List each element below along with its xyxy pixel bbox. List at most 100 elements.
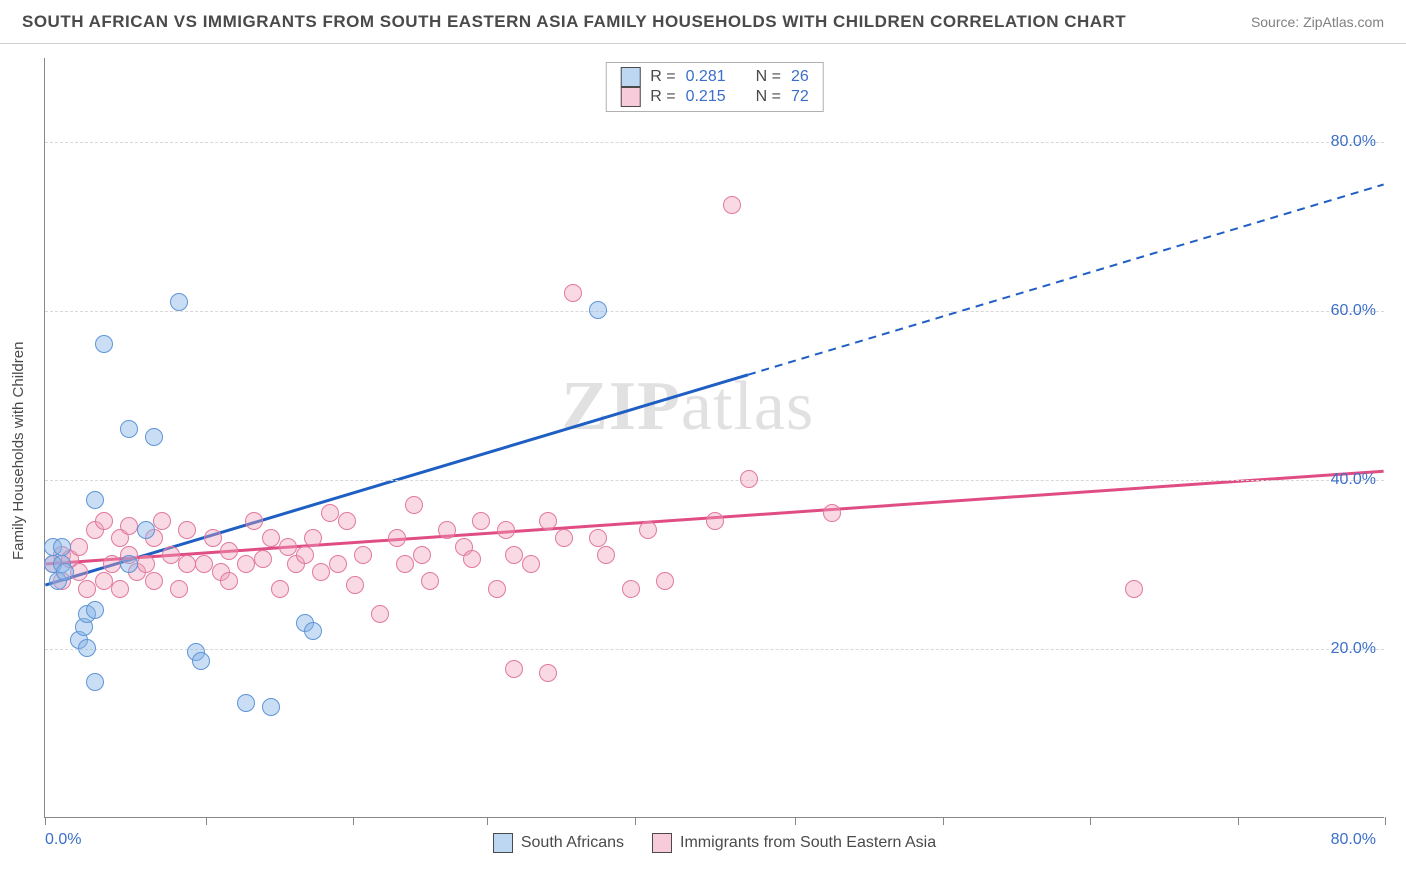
data-point [723, 196, 741, 214]
data-point [271, 580, 289, 598]
data-point [86, 673, 104, 691]
data-point [204, 529, 222, 547]
data-point [405, 496, 423, 514]
data-point [338, 512, 356, 530]
data-point [706, 512, 724, 530]
data-point [220, 542, 238, 560]
x-tick [1238, 817, 1239, 825]
legend-item-blue: South Africans [493, 833, 624, 853]
legend-row-pink: R = 0.215 N = 72 [620, 87, 809, 107]
x-tick [45, 817, 46, 825]
data-point [95, 572, 113, 590]
data-point [237, 694, 255, 712]
data-point [371, 605, 389, 623]
data-point [396, 555, 414, 573]
data-point [245, 512, 263, 530]
data-point [656, 572, 674, 590]
data-point [421, 572, 439, 590]
data-point [304, 622, 322, 640]
legend-item-pink: Immigrants from South Eastern Asia [652, 833, 936, 853]
data-point [95, 512, 113, 530]
x-tick [1385, 817, 1386, 825]
data-point [505, 660, 523, 678]
data-point [220, 572, 238, 590]
data-point [497, 521, 515, 539]
y-axis-label: Family Households with Children [10, 342, 27, 560]
x-tick [353, 817, 354, 825]
data-point [111, 580, 129, 598]
data-point [438, 521, 456, 539]
data-point [522, 555, 540, 573]
r-value-pink: 0.215 [686, 88, 726, 106]
data-point [170, 580, 188, 598]
data-point [463, 550, 481, 568]
swatch-blue-icon [493, 833, 513, 853]
n-value-pink: 72 [791, 88, 809, 106]
data-point [262, 529, 280, 547]
data-point [555, 529, 573, 547]
data-point [178, 521, 196, 539]
data-point [237, 555, 255, 573]
correlation-legend: R = 0.281 N = 26 R = 0.215 N = 72 [605, 62, 824, 112]
x-tick [487, 817, 488, 825]
data-point [279, 538, 297, 556]
y-tick-label: 60.0% [1331, 302, 1376, 320]
data-point [53, 538, 71, 556]
data-point [539, 512, 557, 530]
data-point [312, 563, 330, 581]
data-point [145, 572, 163, 590]
x-tick [795, 817, 796, 825]
r-label: R = [650, 88, 675, 106]
chart-source: Source: ZipAtlas.com [1251, 14, 1384, 30]
series-legend: South Africans Immigrants from South Eas… [45, 833, 1384, 853]
data-point [120, 517, 138, 535]
data-point [388, 529, 406, 547]
data-point [488, 580, 506, 598]
data-point [589, 301, 607, 319]
x-tick [1090, 817, 1091, 825]
watermark-suffix: atlas [681, 368, 814, 445]
grid-line [45, 142, 1384, 143]
data-point [304, 529, 322, 547]
data-point [103, 555, 121, 573]
data-point [95, 335, 113, 353]
y-tick-label: 40.0% [1331, 471, 1376, 489]
data-point [823, 504, 841, 522]
data-point [639, 521, 657, 539]
data-point [622, 580, 640, 598]
swatch-blue-icon [620, 67, 640, 87]
grid-line [45, 311, 1384, 312]
data-point [321, 504, 339, 522]
x-tick [943, 817, 944, 825]
legend-label-blue: South Africans [521, 834, 624, 851]
grid-line [45, 649, 1384, 650]
watermark: ZIPatlas [561, 367, 814, 447]
n-label: N = [756, 88, 781, 106]
scatter-plot-area: ZIPatlas R = 0.281 N = 26 R = 0.215 N = … [44, 58, 1384, 818]
data-point [589, 529, 607, 547]
data-point [1125, 580, 1143, 598]
n-value-blue: 26 [791, 68, 809, 86]
chart-title: SOUTH AFRICAN VS IMMIGRANTS FROM SOUTH E… [22, 12, 1126, 32]
grid-line [45, 480, 1384, 481]
legend-label-pink: Immigrants from South Eastern Asia [680, 834, 936, 851]
data-point [86, 601, 104, 619]
legend-row-blue: R = 0.281 N = 26 [620, 67, 809, 87]
data-point [137, 555, 155, 573]
data-point [153, 512, 171, 530]
data-point [120, 420, 138, 438]
data-point [262, 698, 280, 716]
swatch-pink-icon [620, 87, 640, 107]
data-point [178, 555, 196, 573]
data-point [70, 538, 88, 556]
data-point [78, 639, 96, 657]
data-point [597, 546, 615, 564]
r-label: R = [650, 68, 675, 86]
y-tick-label: 20.0% [1331, 640, 1376, 658]
data-point [539, 664, 557, 682]
data-point [505, 546, 523, 564]
n-label: N = [756, 68, 781, 86]
data-point [740, 470, 758, 488]
data-point [120, 555, 138, 573]
data-point [254, 550, 272, 568]
